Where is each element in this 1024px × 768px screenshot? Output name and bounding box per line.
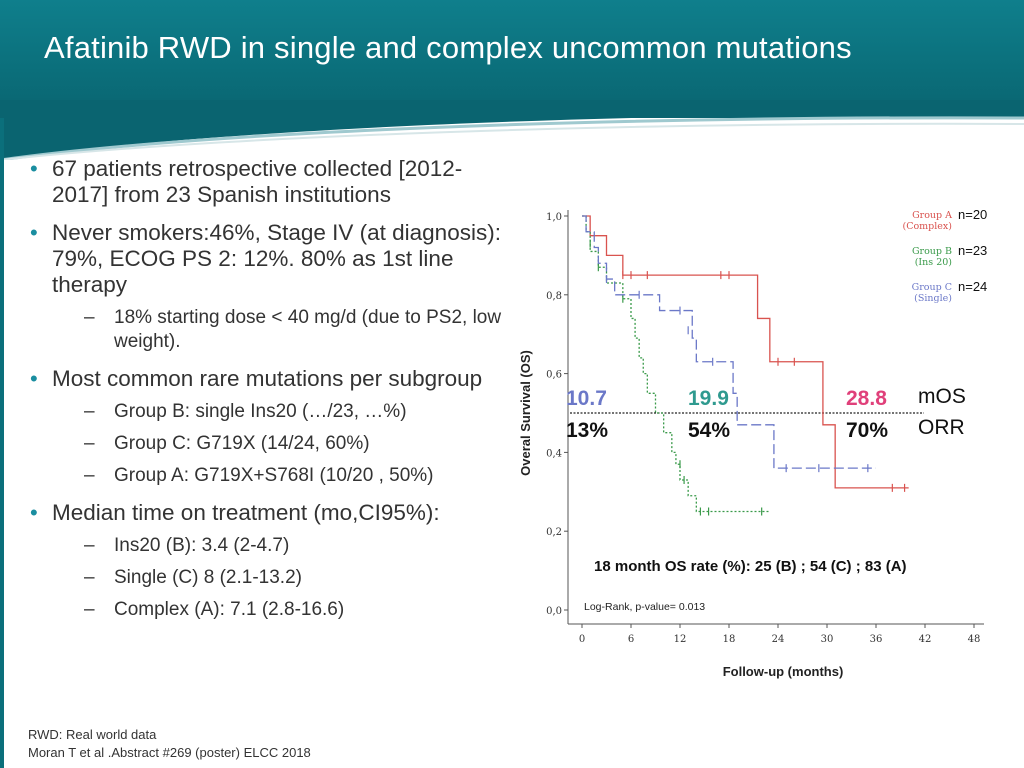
- x-tick-label: 18: [723, 634, 736, 645]
- bullet-marker: •: [30, 220, 38, 245]
- sub-bullet-item: – Ins20 (B): 3.4 (2-4.7): [28, 534, 508, 558]
- km-plot-svg: 0,0 0,2 0,4 0,6 0,8 1,0 0 6 12 18 24 30 36 42 48 Follow…: [518, 207, 987, 679]
- x-tick-label: 42: [919, 634, 932, 645]
- km-survival-chart: 0,0 0,2 0,4 0,6 0,8 1,0 0 6 12 18 24 30 36 42 48 Follow…: [516, 192, 1022, 686]
- bullet-item: • Never smokers:46%, Stage IV (at diagnos…: [28, 220, 508, 298]
- footer-citation: Moran T et al .Abstract #269 (poster) EL…: [28, 745, 311, 760]
- legend-group-label: Group C: [912, 282, 952, 293]
- mos-value: 28.8: [846, 387, 887, 410]
- orr-value: 13%: [566, 419, 608, 442]
- series-line-0: [582, 215, 909, 489]
- dash-marker: –: [84, 567, 95, 588]
- bullet-text: Complex (A): 7.1 (2.8-16.6): [114, 599, 345, 620]
- bullet-text: Never smokers:46%, Stage IV (at diagnosi…: [52, 220, 501, 297]
- bullet-text: Group B: single Ins20 (…/23, …%): [114, 401, 407, 422]
- bullet-text: Group C: G719X (14/24, 60%): [114, 433, 370, 454]
- legend-group-label: Group B: [912, 246, 952, 257]
- x-tick-label: 30: [821, 634, 834, 645]
- bullet-text: Ins20 (B): 3.4 (2-4.7): [114, 535, 290, 556]
- bullet-item: • Most common rare mutations per subgroup: [28, 366, 508, 392]
- footer: RWD: Real world data Moran T et al .Abst…: [28, 726, 311, 762]
- bullet-marker: •: [30, 500, 38, 525]
- bullet-list: • 67 patients retrospective collected [20…: [28, 156, 508, 630]
- sub-bullet-item: – Group B: single Ins20 (…/23, …%): [28, 400, 508, 424]
- slide-header: [0, 0, 1024, 118]
- sub-bullet-item: – Complex (A): 7.1 (2.8-16.6): [28, 598, 508, 622]
- orr-label: ORR: [918, 416, 965, 439]
- series-line-1: [582, 215, 770, 513]
- dash-marker: –: [84, 433, 95, 454]
- x-axis-label: Follow-up (months): [723, 664, 844, 679]
- y-tick-label: 0,4: [546, 448, 562, 459]
- mos-value: 10.7: [566, 387, 607, 410]
- bullet-item: • Median time on treatment (mo,CI95%):: [28, 500, 508, 526]
- dash-marker: –: [84, 535, 95, 556]
- series-line-2: [582, 215, 876, 469]
- dash-marker: –: [84, 401, 95, 422]
- y-tick-label: 0,8: [546, 291, 562, 302]
- header-wave: [0, 100, 1024, 160]
- bullet-marker: •: [30, 156, 38, 181]
- logrank-note: Log-Rank, p-value= 0.013: [584, 601, 705, 613]
- legend-group-label: Group A: [912, 210, 952, 221]
- mos-label: mOS: [918, 385, 966, 408]
- sub-bullet-item: – Group C: G719X (14/24, 60%): [28, 432, 508, 456]
- left-accent-bar: [0, 118, 4, 768]
- x-tick-label: 0: [579, 634, 585, 645]
- legend-group-label: (Complex): [902, 221, 952, 232]
- legend-group-label: (Ins 20): [915, 257, 952, 268]
- y-tick-label: 0,0: [546, 606, 562, 617]
- x-tick-label: 12: [674, 634, 687, 645]
- sub-bullet-item: – Single (C) 8 (2.1-13.2): [28, 566, 508, 590]
- bullet-text: 67 patients retrospective collected [201…: [52, 156, 463, 207]
- x-tick-label: 6: [628, 634, 634, 645]
- bullet-item: • 67 patients retrospective collected [20…: [28, 156, 508, 208]
- x-tick-label: 24: [772, 634, 785, 645]
- y-tick-label: 0,6: [546, 370, 562, 381]
- bullet-text: Median time on treatment (mo,CI95%):: [52, 500, 440, 525]
- dash-marker: –: [84, 307, 95, 328]
- mos-value: 19.9: [688, 387, 729, 410]
- bullet-text: Group A: G719X+S768I (10/20 , 50%): [114, 465, 434, 486]
- os-rate-note: 18 month OS rate (%): 25 (B) ; 54 (C) ; …: [594, 558, 907, 575]
- footer-note: RWD: Real world data: [28, 727, 157, 742]
- sub-bullet-item: –18% starting dose < 40 mg/d (due to PS2…: [28, 306, 508, 354]
- x-tick-label: 48: [968, 634, 981, 645]
- y-tick-label: 1,0: [546, 212, 562, 223]
- orr-value: 70%: [846, 419, 888, 442]
- y-tick-label: 0,2: [546, 527, 562, 538]
- bullet-marker: •: [30, 366, 38, 391]
- dash-marker: –: [84, 599, 95, 620]
- legend-group-label: (Single): [914, 293, 952, 304]
- bullet-text: 18% starting dose < 40 mg/d (due to PS2,…: [114, 307, 502, 352]
- slide-title: Afatinib RWD in single and complex uncom…: [44, 30, 852, 65]
- dash-marker: –: [84, 465, 95, 486]
- x-tick-label: 36: [870, 634, 883, 645]
- bullet-text: Most common rare mutations per subgroup: [52, 366, 483, 391]
- sub-bullet-item: – Group A: G719X+S768I (10/20 , 50%): [28, 464, 508, 488]
- orr-value: 54%: [688, 419, 730, 442]
- y-axis-label: Overal Survival (OS): [518, 350, 533, 476]
- legend-n: n=20: [958, 207, 987, 222]
- legend-n: n=24: [958, 279, 987, 294]
- legend-n: n=23: [958, 243, 987, 258]
- bullet-text: Single (C) 8 (2.1-13.2): [114, 567, 302, 588]
